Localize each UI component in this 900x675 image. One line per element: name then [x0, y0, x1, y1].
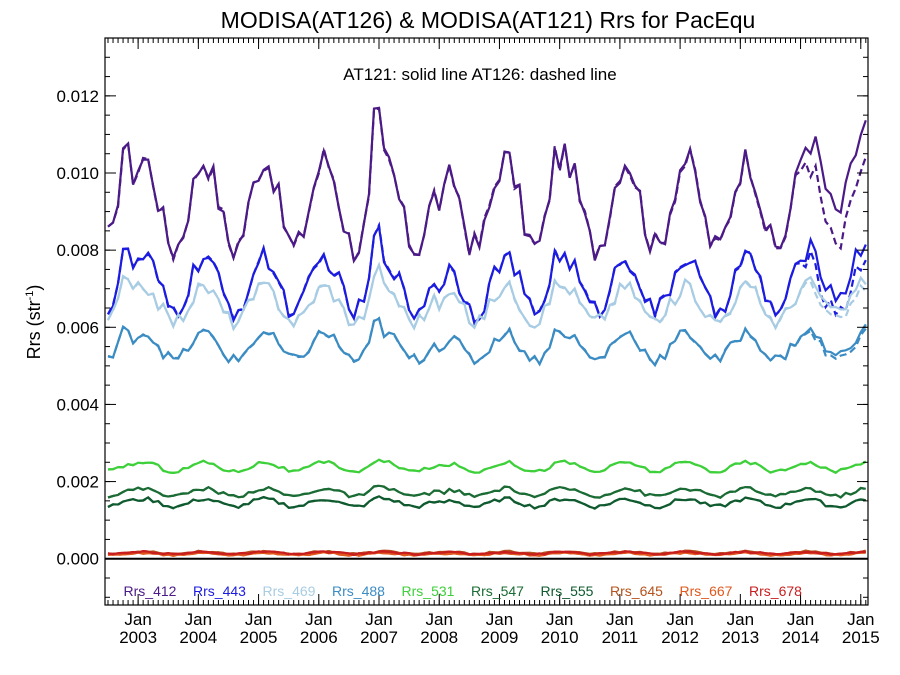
y-axis-label-main: Rrs (str [24, 300, 44, 359]
legend-entry: Rrs_469 [263, 583, 316, 599]
legend-entry: Rrs_667 [680, 583, 733, 599]
x-tick-year: 2013 [721, 628, 759, 647]
legend-entry: Rrs_678 [749, 583, 802, 599]
x-tick-month: Jan [426, 610, 453, 629]
y-axis-label-superscript: -1 [24, 291, 36, 301]
y-tick-label: 0.008 [56, 241, 99, 260]
plot-frame [104, 37, 869, 606]
y-tick-label: 0.006 [56, 318, 99, 337]
series-layer [107, 106, 867, 558]
x-tick-month: Jan [486, 610, 513, 629]
y-tick-label: 0.012 [56, 87, 99, 106]
x-tick-month: Jan [305, 610, 332, 629]
legend-entry: Rrs_531 [402, 583, 455, 599]
x-tick-year: 2011 [602, 628, 639, 647]
x-tick-year: 2015 [842, 628, 880, 647]
x-tick-year: 2012 [661, 628, 699, 647]
series-line-solid [107, 484, 866, 499]
x-tick-year: 2009 [481, 628, 519, 647]
x-tick-year: 2008 [420, 628, 458, 647]
y-axis-label: Rrs (str-1) [24, 285, 44, 360]
x-tick-year: 2005 [240, 628, 278, 647]
legend-layer: Rrs_412 Rrs_443 Rrs_469 Rrs_488 Rrs_531 Rrs_5… [124, 583, 803, 599]
series-line-solid [107, 316, 867, 368]
x-tick-year: 2004 [179, 628, 217, 647]
y-tick-label: 0.000 [56, 550, 99, 569]
series-line-solid [107, 458, 867, 475]
y-tick-label: 0.010 [56, 164, 99, 183]
x-tick-year: 2014 [782, 628, 820, 647]
x-tick-month: Jan [666, 610, 693, 629]
series-line-solid [107, 106, 867, 264]
x-tick-month: Jan [847, 610, 874, 629]
x-tick-year: 2006 [300, 628, 338, 647]
series-line-solid [107, 261, 867, 332]
legend-entry: Rrs_547 [471, 583, 524, 599]
x-tick-year: 2003 [119, 628, 157, 647]
legend-entry: Rrs_645 [610, 583, 663, 599]
x-tick-month: Jan [245, 610, 272, 629]
x-tick-year: 2007 [360, 628, 398, 647]
x-tick-month: Jan [606, 610, 633, 629]
legend-entry: Rrs_443 [193, 583, 246, 599]
series-line-solid [107, 223, 867, 324]
x-tick-month: Jan [185, 610, 212, 629]
series-line-solid [107, 495, 866, 510]
y-axis-label-close: ) [24, 285, 44, 291]
axis-layer: 0.0000.0020.0040.0060.0080.0100.012Jan20… [56, 37, 880, 647]
legend-entry: Rrs_488 [332, 583, 385, 599]
legend-entry: Rrs_412 [124, 583, 177, 599]
x-tick-year: 2010 [541, 628, 579, 647]
x-tick-month: Jan [124, 610, 151, 629]
x-tick-month: Jan [546, 610, 573, 629]
x-tick-month: Jan [787, 610, 814, 629]
series-line-solid [107, 549, 866, 556]
x-tick-month: Jan [365, 610, 392, 629]
y-tick-label: 0.004 [56, 395, 99, 414]
legend-entry: Rrs_555 [541, 583, 594, 599]
chart-title: MODISA(AT126) & MODISA(AT121) Rrs for Pa… [221, 7, 756, 33]
x-tick-month: Jan [727, 610, 754, 629]
y-tick-label: 0.002 [56, 473, 99, 492]
chart-annotation: AT121: solid line AT126: dashed line [343, 65, 616, 84]
